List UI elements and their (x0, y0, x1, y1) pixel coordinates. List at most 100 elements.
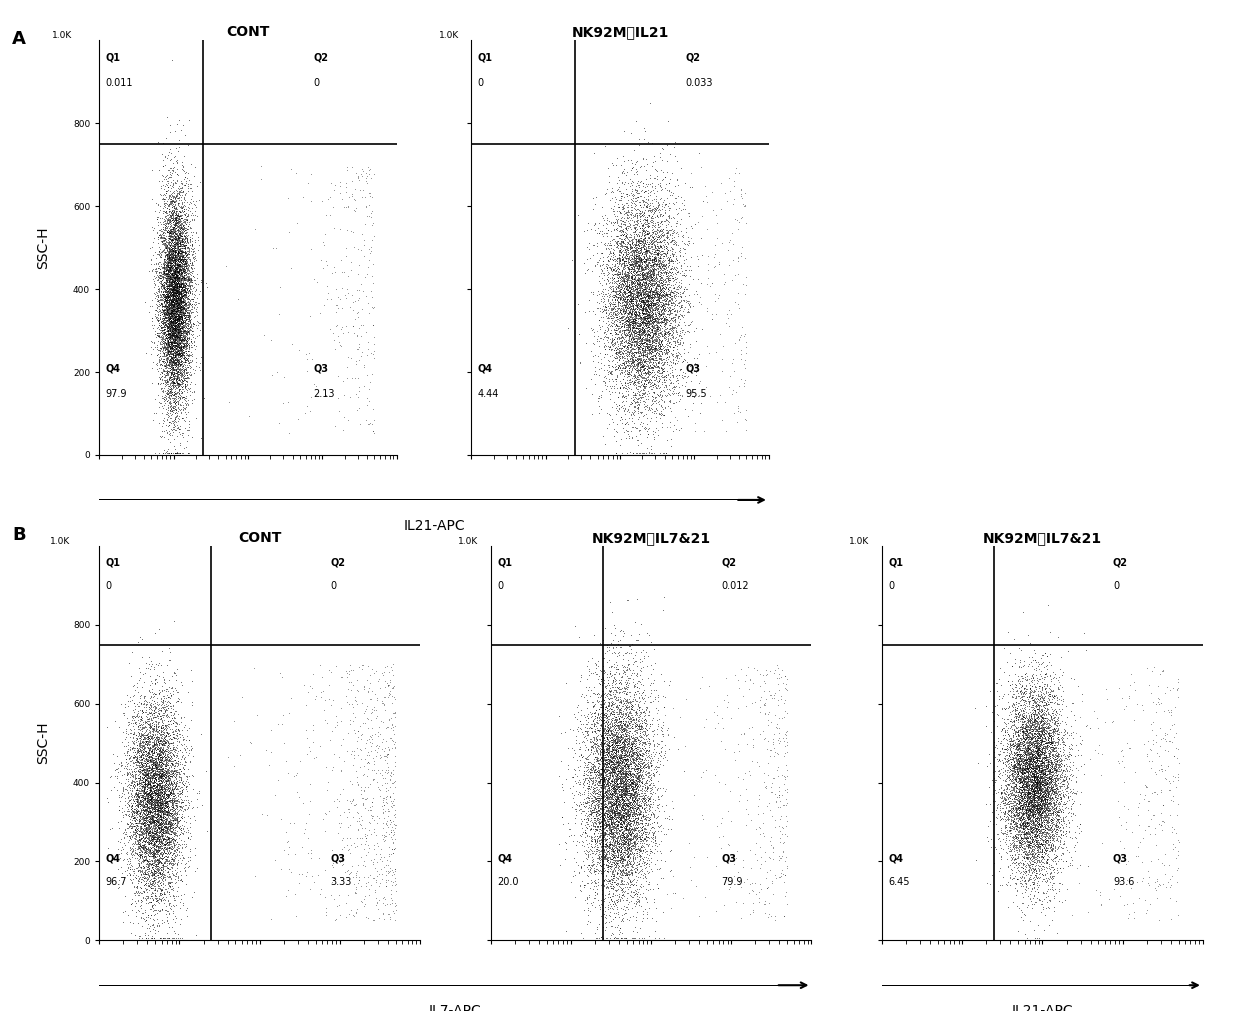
Point (1019, 796, 1039, 812)
Point (577, 725, 596, 741)
Point (1024, 743, 1044, 759)
Point (1023, 722, 1043, 738)
Point (666, 306, 686, 323)
Point (1013, 716, 1033, 732)
Point (161, 881, 181, 897)
Point (171, 714, 191, 730)
Point (174, 331, 193, 347)
Point (155, 796, 175, 812)
Point (327, 288, 347, 304)
Point (278, 845, 298, 861)
Point (1017, 754, 1037, 770)
Point (999, 746, 1019, 762)
Point (590, 772, 610, 789)
Point (165, 305, 185, 321)
Point (614, 864, 634, 881)
Point (1011, 797, 1030, 813)
Point (130, 826, 150, 842)
Point (604, 704, 624, 720)
Point (130, 874, 150, 890)
Point (171, 241, 191, 257)
Point (134, 799, 154, 815)
Point (150, 764, 170, 780)
Point (1024, 796, 1044, 812)
Point (634, 334, 653, 350)
Point (626, 113, 646, 129)
Point (159, 367, 179, 383)
Point (661, 438, 681, 454)
Point (377, 764, 397, 780)
Point (165, 240, 185, 256)
Point (169, 869, 188, 886)
Point (662, 333, 682, 349)
Point (1030, 817, 1050, 833)
Point (616, 287, 636, 303)
Point (161, 275, 181, 291)
Point (620, 339, 640, 355)
Point (616, 806, 636, 822)
Point (1029, 795, 1049, 811)
Point (1060, 727, 1080, 743)
Point (1011, 875, 1030, 891)
Point (600, 785, 620, 801)
Point (1017, 708, 1037, 724)
Point (160, 292, 180, 308)
Point (157, 841, 177, 857)
Point (649, 278, 668, 294)
Point (619, 877, 639, 893)
Point (655, 354, 675, 370)
Point (174, 411, 193, 428)
Point (1017, 802, 1037, 818)
Point (167, 279, 187, 295)
Point (652, 341, 672, 357)
Point (316, 387, 336, 403)
Point (1014, 744, 1034, 760)
Point (1003, 800, 1023, 816)
Point (1011, 797, 1030, 813)
Point (167, 357, 187, 373)
Point (164, 280, 184, 296)
Point (641, 290, 661, 306)
Point (635, 734, 655, 750)
Point (652, 272, 672, 288)
Point (140, 814, 160, 830)
Point (651, 256, 671, 272)
Point (164, 374, 184, 390)
Point (663, 330, 683, 346)
Point (153, 844, 172, 860)
Point (169, 359, 188, 375)
Point (172, 319, 192, 336)
Point (618, 834, 637, 850)
Point (363, 790, 383, 806)
Point (144, 919, 164, 935)
Point (601, 724, 621, 740)
Point (591, 820, 611, 836)
Point (603, 802, 622, 818)
Point (174, 333, 193, 349)
Point (174, 254, 193, 270)
Point (996, 748, 1016, 764)
Point (997, 753, 1017, 769)
Point (614, 757, 634, 773)
Point (624, 790, 644, 806)
Point (1018, 715, 1038, 731)
Point (154, 770, 174, 787)
Point (1001, 787, 1021, 803)
Point (172, 269, 192, 285)
Point (609, 842, 629, 858)
Point (629, 384, 649, 400)
Point (166, 234, 186, 250)
Point (1002, 766, 1022, 783)
Point (614, 722, 634, 738)
Point (162, 212, 182, 228)
Point (133, 734, 153, 750)
Point (624, 759, 644, 775)
Point (136, 845, 156, 861)
Point (610, 739, 630, 755)
Point (1027, 810, 1047, 826)
Point (1025, 808, 1045, 824)
Point (114, 766, 134, 783)
Point (615, 764, 635, 780)
Point (1038, 775, 1058, 792)
Point (1027, 836, 1047, 852)
